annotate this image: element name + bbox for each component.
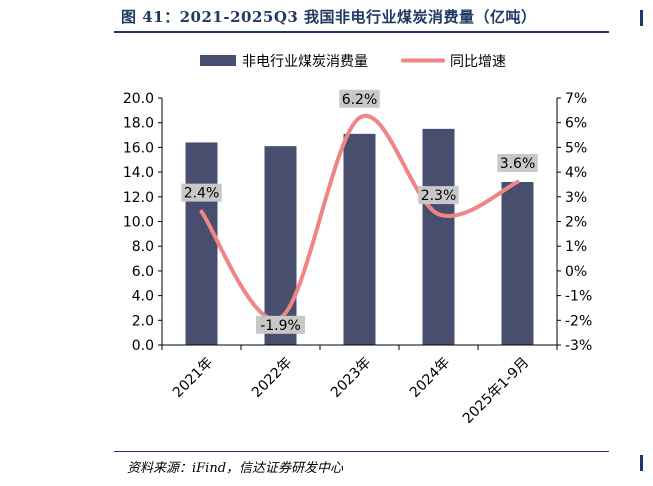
category-label-4: 2024年 [407,355,453,401]
line-label-2: -1.9% [260,318,301,334]
legend-label-line: 同比增速 [450,54,506,70]
right-axis-tick-label: 6% [565,116,587,132]
right-axis-tick-label: -3% [565,338,592,354]
left-axis-tick-label: 18.0 [123,116,154,132]
left-axis-tick-label: 20.0 [123,91,154,107]
legend-label-bar: 非电行业煤炭消费量 [242,54,368,70]
left-axis-tick-label: 0.0 [132,338,154,354]
line-label-5: 3.6% [500,156,536,172]
legend-swatch-bar [200,55,236,66]
right-axis-tick-label: -1% [565,289,592,305]
bar-4 [422,128,455,345]
right-axis-tick-label: 5% [565,140,587,156]
bar-1 [185,142,218,345]
line-label-box-3 [339,89,380,108]
figure-title: 图 41：2021-2025Q3 我国非电行业煤炭消费量（亿吨） [121,8,537,26]
left-axis-tick-label: 12.0 [123,190,154,206]
right-axis-tick-label: 0% [565,264,587,280]
edge-marker-bottom [640,455,643,471]
left-axis-tick-label: 14.0 [123,165,154,181]
line-label-1: 2.4% [184,186,220,202]
right-axis-tick-label: 3% [565,190,587,206]
line-label-box-2 [256,315,305,334]
edge-marker-top [640,10,643,26]
right-axis-tick-label: 2% [565,215,587,231]
source-note: 资料来源：iFind，信达证券研发中心 [127,461,344,476]
left-axis-tick-label: 16.0 [123,140,154,156]
category-label-5: 2025年1-9月 [460,355,532,427]
left-axis-tick-label: 10.0 [123,215,154,231]
title-rule [114,31,609,33]
growth-line [199,113,520,322]
category-label-2: 2022年 [249,355,295,401]
right-axis-tick-label: 7% [565,91,587,107]
right-axis-tick-label: 1% [565,239,587,255]
left-axis-tick-label: 8.0 [132,239,154,255]
bar-5 [501,181,534,345]
source-rule [114,451,609,452]
line-label-box-4 [418,186,459,205]
line-label-3: 6.2% [342,92,378,108]
bar-2 [264,146,297,345]
left-axis-tick-label: 2.0 [132,313,154,329]
line-label-box-5 [497,153,538,172]
left-axis-tick-label: 4.0 [132,289,154,305]
line-label-box-1 [181,183,222,202]
line-label-4: 2.3% [421,188,457,204]
right-axis-tick-label: -2% [565,313,592,329]
left-axis-tick-label: 6.0 [132,264,154,280]
category-label-3: 2023年 [328,355,374,401]
right-axis-tick-label: 4% [565,165,587,181]
bar-3 [343,133,376,345]
category-label-1: 2021年 [170,355,216,401]
